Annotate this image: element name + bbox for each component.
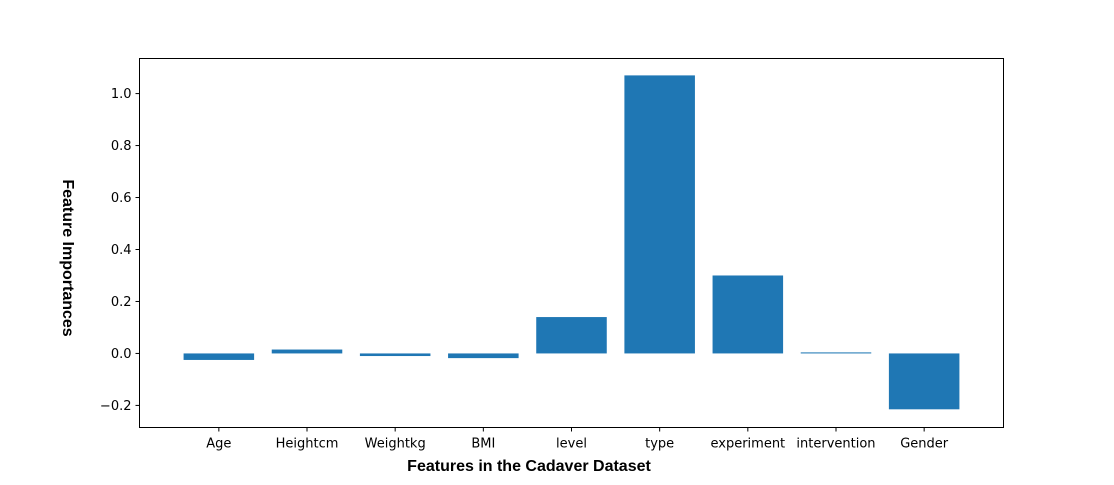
bar-age <box>183 353 255 360</box>
x-tick-label: level <box>556 437 587 452</box>
x-axis-title: Features in the Cadaver Dataset <box>407 458 651 475</box>
y-tick-label: 0.4 <box>111 243 132 258</box>
bar-bmi <box>448 353 519 359</box>
x-tick-label: intervention <box>796 437 875 452</box>
x-tick-label: type <box>645 437 674 452</box>
x-tick-label: Gender <box>900 437 949 452</box>
x-axis-ticks: Age Heightcm Weightkg BMI level type experimen… <box>206 427 949 452</box>
y-tick-label: 1.0 <box>111 87 132 102</box>
y-tick-label: 0.8 <box>111 139 132 154</box>
bar-intervention <box>800 352 872 354</box>
bars-group <box>183 75 960 410</box>
x-tick-label: experiment <box>710 437 785 452</box>
y-tick-label: 0.6 <box>111 191 132 206</box>
x-tick-label: Heightcm <box>276 437 339 452</box>
y-tick-label: 0.2 <box>111 295 132 310</box>
bar-level <box>536 317 607 354</box>
plot-area-frame <box>139 58 1004 428</box>
bar-heightcm <box>271 349 343 354</box>
bar-weightkg <box>359 353 431 357</box>
x-tick-label: Age <box>206 437 231 452</box>
bar-experiment <box>712 275 784 354</box>
y-tick-label: −0.2 <box>100 399 132 414</box>
bar-gender <box>888 353 960 410</box>
y-axis-ticks: −0.2 0.0 0.2 0.4 0.6 0.8 1.0 <box>100 87 140 414</box>
bar-type <box>624 75 695 354</box>
y-axis-title: Feature Importances <box>59 179 76 336</box>
x-tick-label: Weightkg <box>365 437 426 452</box>
x-tick-label: BMI <box>471 437 495 452</box>
y-tick-label: 0.0 <box>111 347 132 362</box>
